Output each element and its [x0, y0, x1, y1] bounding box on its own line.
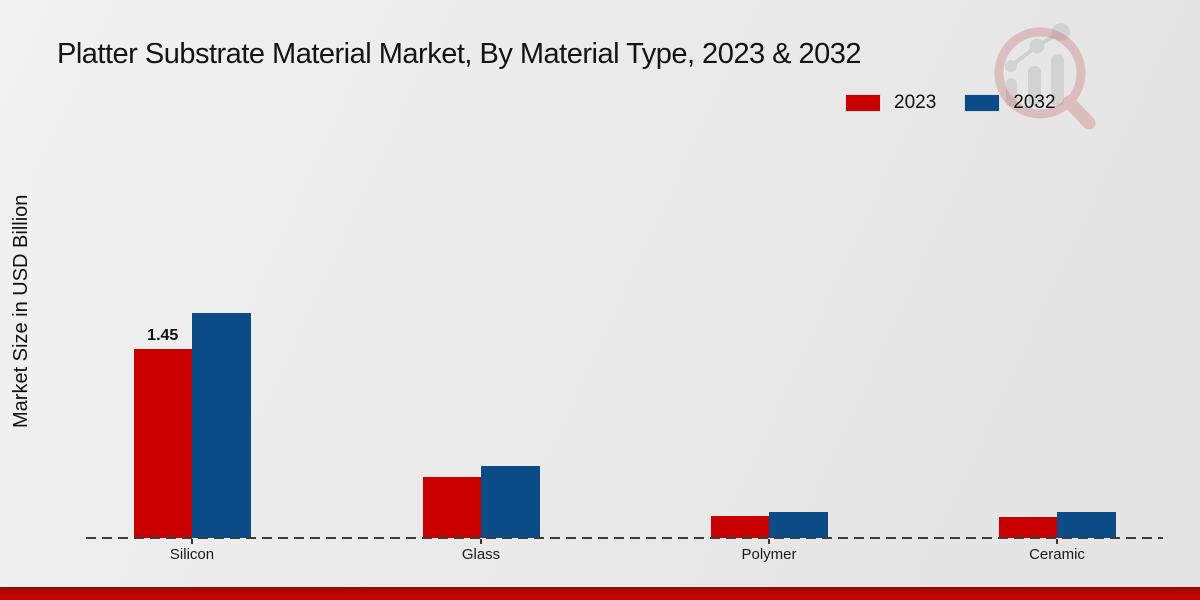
- legend-label-2023: 2023: [894, 92, 937, 113]
- x-tick-label-ceramic: Ceramic: [1029, 546, 1085, 563]
- chart-title: Platter Substrate Material Market, By Ma…: [57, 38, 862, 70]
- x-axis-tick: [480, 539, 482, 544]
- x-tick-label-silicon: Silicon: [169, 546, 215, 563]
- y-axis-label: Market Size in USD Billion: [10, 194, 32, 428]
- legend-label-2032: 2032: [1013, 92, 1056, 113]
- bar-2023-silicon: [133, 349, 192, 538]
- x-axis-line: [86, 537, 1163, 539]
- x-axis-tick: [191, 539, 193, 544]
- x-tick-label-polymer: Polymer: [741, 546, 797, 563]
- bar-2032-polymer: [769, 512, 828, 538]
- legend-item-2032: 2032: [964, 92, 1056, 114]
- watermark-magnifier-chart-icon: [994, 23, 1096, 130]
- bar-2023-ceramic: [998, 517, 1057, 538]
- bar-2023-glass: [422, 477, 481, 538]
- legend-swatch-2032: [964, 94, 1001, 112]
- bottom-accent-bar: [0, 587, 1200, 600]
- x-tick-label-glass: Glass: [461, 546, 501, 563]
- bar-2023-polymer: [710, 516, 769, 538]
- legend: 2023 2032: [845, 92, 1056, 114]
- bar-value-label: 1.45: [147, 327, 179, 344]
- legend-swatch-2023: [845, 94, 881, 112]
- bar-2032-glass: [481, 466, 540, 538]
- legend-item-2023: 2023: [845, 92, 936, 114]
- x-axis-tick: [1056, 539, 1058, 544]
- x-axis-tick: [768, 539, 770, 544]
- bar-2032-ceramic: [1057, 512, 1116, 538]
- bar-2032-silicon: [192, 313, 251, 538]
